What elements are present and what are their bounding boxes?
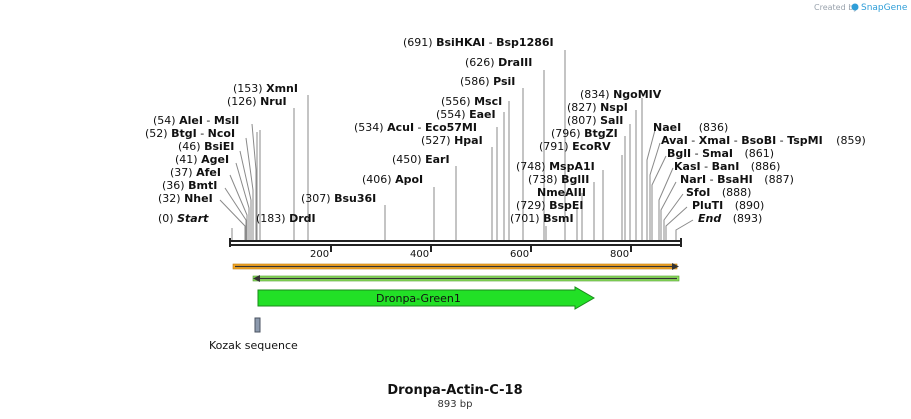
site-label-bsmi[interactable]: (701) BsmI — [510, 212, 574, 225]
site-label-xmni[interactable]: (153) XmnI — [233, 82, 298, 95]
site-label-naei[interactable]: NaeI (836) — [653, 121, 728, 134]
site-label-mspa1i[interactable]: (748) MspA1I — [516, 160, 595, 173]
site-label-end[interactable]: End (893) — [698, 212, 762, 225]
site-label-afei[interactable]: (37) AfeI — [170, 166, 221, 179]
cds-feature-label: Dronpa-Green1 — [376, 292, 461, 305]
site-label-sali[interactable]: (807) SalI — [567, 114, 623, 127]
axis-tick-label: 400 — [410, 249, 429, 260]
site-label-eari[interactable]: (450) EarI — [392, 153, 450, 166]
site-label-ngomiv[interactable]: (834) NgoMIV — [580, 88, 662, 101]
site-label-sfoi[interactable]: SfoI (888) — [686, 186, 751, 199]
site-label-bgli-smai[interactable]: BglI - SmaI (861) — [667, 147, 774, 160]
map-length: 893 bp — [438, 399, 473, 410]
credit-prefix: Created by — [814, 3, 858, 12]
snapgene-logo-icon — [851, 3, 859, 11]
site-label-drdi[interactable]: (183) DrdI — [256, 212, 316, 225]
site-label-bmti[interactable]: (36) BmtI — [162, 179, 217, 192]
site-label-nhei[interactable]: (32) NheI — [158, 192, 213, 205]
site-label-nari-bsahi[interactable]: NarI - BsaHI (887) — [680, 173, 794, 186]
site-label-nmeaiii[interactable]: NmeAIII — [537, 186, 586, 199]
site-label-bsihkai-bsp1286i[interactable]: (691) BsiHKAI - Bsp1286I — [403, 36, 554, 49]
orange-feature-track[interactable] — [232, 263, 679, 270]
site-label-bsiei[interactable]: (46) BsiEI — [178, 140, 234, 153]
site-label-draiii[interactable]: (626) DraIII — [465, 56, 532, 69]
site-label-bspei[interactable]: (729) BspEI — [516, 199, 584, 212]
site-label-hpai[interactable]: (527) HpaI — [421, 134, 483, 147]
site-label-ecorv[interactable]: (791) EcoRV — [539, 140, 611, 153]
site-label-agei[interactable]: (41) AgeI — [175, 153, 229, 166]
site-label-bsu36i[interactable]: (307) Bsu36I — [301, 192, 376, 205]
kozak-feature-label: Kozak sequence — [209, 339, 298, 352]
site-label-bglii[interactable]: (738) BglII — [528, 173, 589, 186]
green-feature-track[interactable] — [252, 275, 680, 282]
map-title: Dronpa-Actin-C-18 — [387, 383, 522, 398]
site-label-acui-eco57mi[interactable]: (534) AcuI - Eco57MI — [354, 121, 477, 134]
axis-tick-label: 800 — [610, 249, 629, 260]
site-leader-lines — [219, 50, 694, 240]
site-label-start[interactable]: (0) Start — [158, 212, 209, 225]
site-labels-right: NaeI (836) AvaI - XmaI - BsoBI - TspMI (… — [653, 121, 866, 225]
site-label-kasi-bani[interactable]: KasI - BanI (886) — [674, 160, 780, 173]
kozak-sequence-feature[interactable]: Kozak sequence — [209, 317, 298, 352]
axis-tick-label: 600 — [510, 249, 529, 260]
site-labels-left: (0) Start (32) NheI (36) BmtI (37) AfeI … — [145, 36, 662, 225]
site-label-btgi-ncoi[interactable]: (52) BtgI - NcoI — [145, 127, 235, 140]
site-label-btgzi[interactable]: (796) BtgZI — [551, 127, 618, 140]
site-label-alei-msli[interactable]: (54) AleI - MslI — [153, 114, 239, 127]
site-label-psii[interactable]: (586) PsiI — [460, 75, 515, 88]
site-label-msci[interactable]: (556) MscI — [441, 95, 502, 108]
axis-tick-label: 200 — [310, 249, 329, 260]
dronpa-green1-feature[interactable]: Dronpa-Green1 — [257, 286, 595, 310]
site-label-avai-group[interactable]: AvaI - XmaI - BsoBI - TspMI (859) — [661, 134, 866, 147]
site-label-pluti[interactable]: PluTI (890) — [692, 199, 764, 212]
credit-brand: SnapGene — [861, 3, 908, 13]
site-label-nrui[interactable]: (126) NruI — [227, 95, 287, 108]
site-label-nspi[interactable]: (827) NspI — [567, 101, 628, 114]
site-label-apoi[interactable]: (406) ApoI — [362, 173, 423, 186]
axis-ticks: 200 400 600 800 — [310, 246, 632, 260]
site-label-eaei[interactable]: (554) EaeI — [436, 108, 496, 121]
